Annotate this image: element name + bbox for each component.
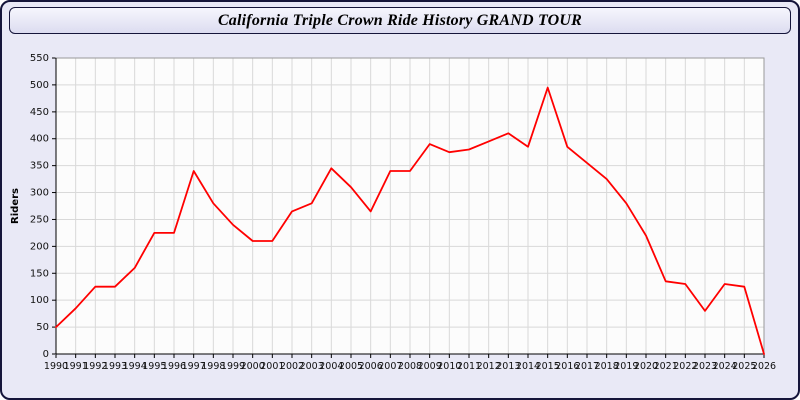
x-tick-label: 2025 [732,361,756,372]
x-tick-label: 2009 [418,361,442,372]
y-tick-label: 150 [30,268,49,279]
x-tick-label: 1999 [221,361,245,372]
x-tick-label: 2013 [496,361,520,372]
x-tick-label: 2026 [752,361,776,372]
y-tick-label: 350 [30,161,49,172]
x-tick-label: 1991 [64,361,88,372]
x-tick-label: 2004 [319,361,343,372]
y-tick-label: 500 [30,80,49,91]
chart-title-bar: California Triple Crown Ride History GRA… [9,7,791,34]
x-tick-label: 2016 [555,361,579,372]
x-tick-label: 2017 [575,361,599,372]
y-tick-label: 100 [30,295,49,306]
x-tick-label: 1993 [103,361,127,372]
x-tick-label: 2021 [654,361,678,372]
x-tick-label: 2015 [536,361,560,372]
x-tick-label: 2006 [359,361,383,372]
x-tick-label: 2023 [693,361,717,372]
x-tick-label: 1992 [83,361,107,372]
x-tick-label: 2011 [457,361,481,372]
x-tick-label: 2008 [398,361,422,372]
x-tick-label: 1997 [182,361,206,372]
riders-series-line [55,86,765,355]
x-tick-label: 1994 [123,361,147,372]
x-tick-label: 2020 [634,361,658,372]
y-tick-label: 550 [30,53,49,64]
x-tick-label: 1998 [201,361,225,372]
y-tick-label: 200 [30,241,49,252]
x-tick-label: 2024 [713,361,737,372]
x-tick-label: 1995 [142,361,166,372]
x-tick-label: 1990 [44,361,68,372]
x-tick-label: 2003 [300,361,324,372]
y-tick-label: 250 [30,214,49,225]
x-tick-label: 2012 [477,361,501,372]
y-tick-label: 400 [30,134,49,145]
x-tick-label: 1996 [162,361,186,372]
x-tick-label: 2000 [241,361,265,372]
y-tick-label: 450 [30,107,49,118]
x-tick-label: 2022 [673,361,697,372]
y-tick-label: 0 [43,349,49,360]
y-tick-label: 50 [36,322,49,333]
riders-line-chart: 0501001502002503003504004505005501990199… [10,53,776,372]
x-tick-label: 2019 [614,361,638,372]
chart-area: 0 50 100 150 200 250 300 350 400 450 500 550 1990 199… [4,42,798,398]
x-tick-label: 2014 [516,361,540,372]
x-tick-label: 2001 [260,361,284,372]
x-tick-label: 2005 [339,361,363,372]
x-tick-label: 2002 [280,361,304,372]
chart-title: California Triple Crown Ride History GRA… [217,11,583,29]
y-tick-label: 300 [30,188,49,199]
x-tick-label: 2007 [378,361,402,372]
y-axis-label: Riders [10,188,21,224]
x-tick-label: 2018 [595,361,619,372]
x-tick-label: 2010 [437,361,461,372]
